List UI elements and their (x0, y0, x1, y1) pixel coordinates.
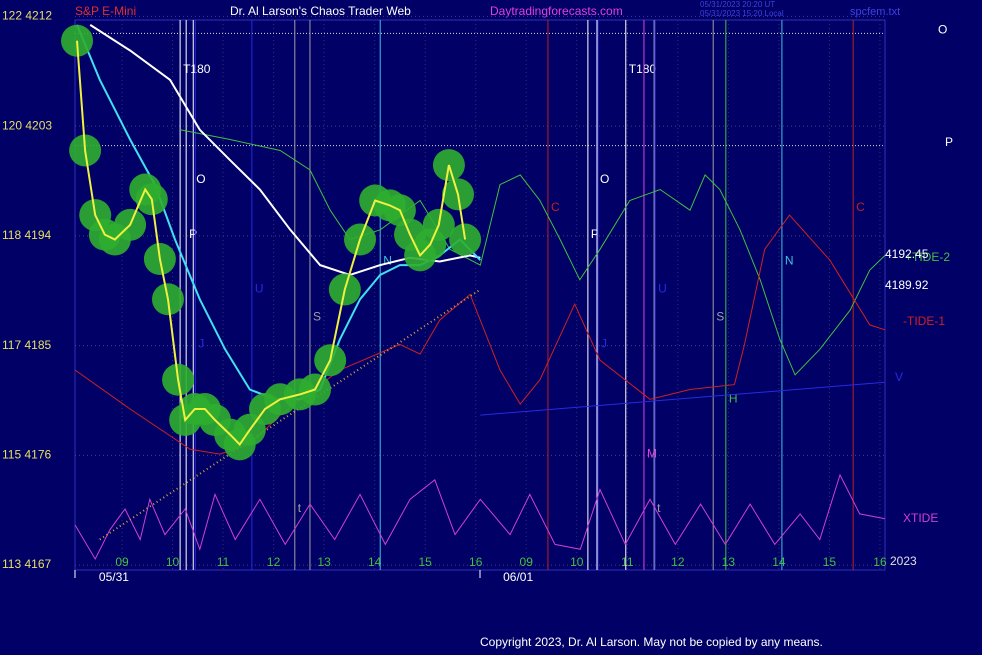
stamp: 05/31/2023 20:20 UT (700, 0, 775, 9)
marker-label: T180 (629, 62, 657, 76)
series-label: +TIDE-2 (905, 250, 950, 264)
series-line (180, 129, 886, 376)
marker-label: U (658, 282, 667, 296)
y-tick-label: 115 4176 (2, 448, 51, 462)
marker-label: U (255, 282, 264, 296)
x-tick-label: 11 (621, 555, 634, 569)
date-label: 05/31 (99, 570, 129, 584)
copyright: Copyright 2023, Dr. Al Larson. May not b… (480, 635, 823, 649)
marker-label: S (716, 310, 724, 324)
y-tick-label: 118 4194 (2, 228, 51, 242)
level-label: P (945, 135, 953, 149)
x-tick-label: 13 (317, 555, 331, 569)
file-name: spcfem.txt (850, 6, 900, 18)
year: 2023 (890, 554, 917, 568)
marker-label: J (601, 337, 607, 351)
x-tick-label: 16 (469, 555, 483, 569)
date-label: 06/01 (503, 570, 533, 584)
x-tick-label: 15 (823, 555, 837, 569)
stamp: 05/31/2023 15:20 Local (700, 9, 784, 18)
last-value: 4189.92 (885, 278, 929, 292)
series-line (480, 381, 886, 416)
marker-label: N (785, 254, 794, 268)
y-tick-label: 122 4212 (2, 9, 52, 23)
y-tick-label: 113 4167 (2, 557, 51, 571)
marker-label: O (196, 172, 205, 186)
x-tick-label: 10 (570, 555, 584, 569)
marker-label: S (313, 310, 321, 324)
last-value: 4192.45 (885, 247, 929, 261)
x-tick-label: 11 (217, 555, 230, 569)
series-label: V (895, 370, 903, 384)
marker-label: P (189, 227, 197, 241)
series-line (74, 473, 886, 561)
marker-label: O (600, 172, 609, 186)
series-label: -TIDE-1 (903, 314, 945, 328)
marker-label: C (856, 200, 865, 214)
marker-label: P (591, 227, 599, 241)
x-tick-label: 15 (418, 555, 432, 569)
x-tick-label: 13 (722, 555, 736, 569)
x-tick-label: 14 (368, 555, 382, 569)
x-tick-label: 09 (520, 555, 534, 569)
site: Daytradingforecasts.com (490, 4, 623, 18)
series-line (76, 40, 467, 446)
symbol: S&P E-Mini (75, 4, 136, 18)
marker-label: C (551, 200, 560, 214)
x-tick-label: 09 (115, 555, 129, 569)
level-label: O (938, 23, 947, 37)
x-tick-label: 12 (267, 555, 281, 569)
price-glow (449, 223, 482, 256)
x-tick-label: 10 (166, 555, 180, 569)
x-tick-label: 16 (873, 555, 887, 569)
marker-label: t (657, 501, 661, 515)
marker-label: M (647, 446, 657, 460)
marker-label: J (198, 337, 204, 351)
marker-label: N (383, 254, 392, 268)
marker-label: t (298, 501, 302, 515)
chart-title: Dr. Al Larson's Chaos Trader Web (230, 4, 411, 18)
x-tick-label: 14 (772, 555, 786, 569)
x-tick-label: 12 (671, 555, 685, 569)
series-label: XTIDE (903, 511, 938, 525)
y-tick-label: 117 4185 (2, 338, 51, 352)
marker-label: H (729, 391, 738, 405)
y-tick-label: 120 4203 (2, 118, 52, 132)
marker-label: T180 (183, 62, 211, 76)
